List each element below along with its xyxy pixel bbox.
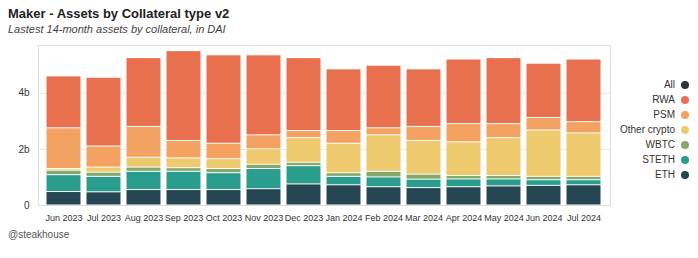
- html-text:ETH: ETH: [655, 169, 675, 180]
- html-text:PSM: PSM: [653, 109, 675, 120]
- svg-text:Jun 2023: Jun 2023: [45, 213, 82, 223]
- svg-text:Dec 2023: Dec 2023: [285, 213, 324, 223]
- svg-text:4b: 4b: [18, 87, 30, 98]
- svg-text:Jul 2024: Jul 2024: [567, 213, 601, 223]
- svg-text:Jun 2024: Jun 2024: [525, 213, 562, 223]
- svg-text:Oct 2023: Oct 2023: [206, 213, 243, 223]
- svg-text:Jan 2024: Jan 2024: [325, 213, 362, 223]
- svg-text:2b: 2b: [18, 144, 30, 155]
- html-text:WBTC: WBTC: [645, 139, 675, 150]
- html-text:Other crypto: Other crypto: [620, 124, 675, 135]
- svg-text:Nov 2023: Nov 2023: [245, 213, 284, 223]
- svg-text:Mar 2024: Mar 2024: [405, 213, 443, 223]
- html-text:STETH: STETH: [642, 154, 675, 165]
- html-text:Lastest 14-month assets by col: Lastest 14-month assets by collateral, i…: [8, 23, 226, 35]
- html-text:Maker - Assets by Collateral t: Maker - Assets by Collateral type v2: [8, 6, 230, 21]
- svg-text:Aug 2023: Aug 2023: [125, 213, 164, 223]
- svg-text:Apr 2024: Apr 2024: [446, 213, 483, 223]
- html-text:All: All: [663, 79, 675, 90]
- html-text:@steakhouse: @steakhouse: [8, 229, 70, 240]
- svg-text:0: 0: [24, 200, 30, 211]
- svg-text:May 2024: May 2024: [484, 213, 524, 223]
- svg-text:Jul 2023: Jul 2023: [87, 213, 121, 223]
- svg-text:Sep 2023: Sep 2023: [165, 213, 204, 223]
- html-text:RWA: RWA: [652, 94, 675, 105]
- svg-text:Feb 2024: Feb 2024: [365, 213, 403, 223]
